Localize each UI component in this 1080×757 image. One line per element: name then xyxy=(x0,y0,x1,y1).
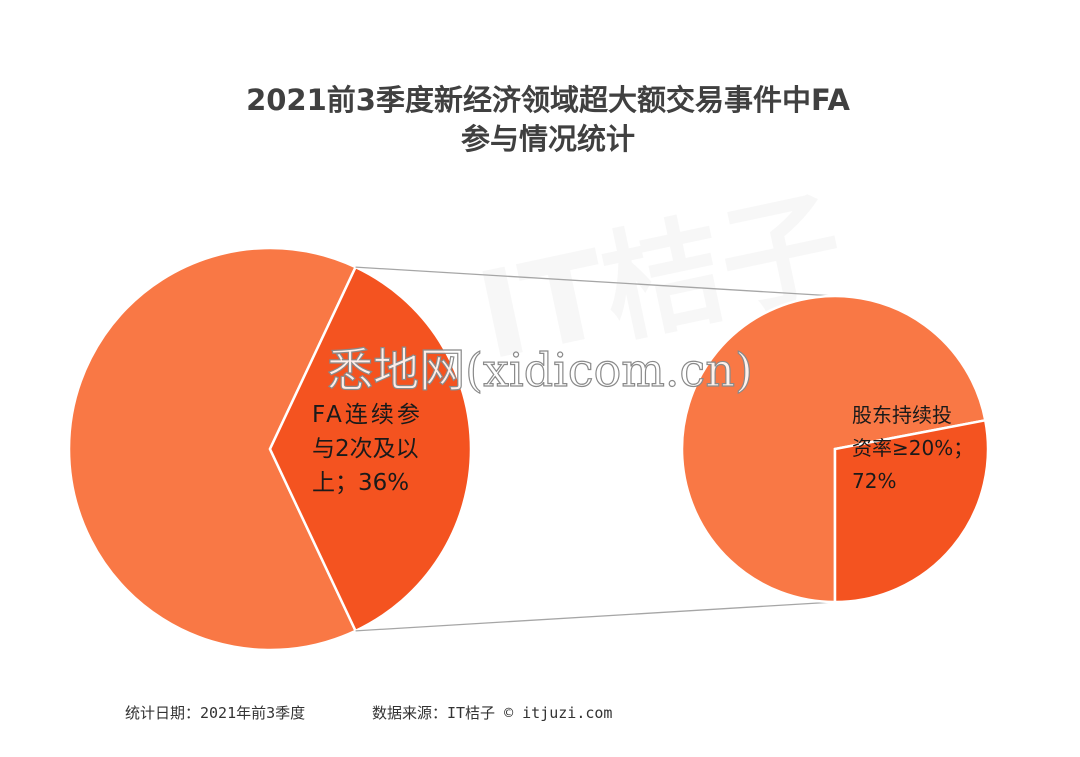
main-slice-label: FA连续参 与2次及以 上；36% xyxy=(312,402,423,496)
main-pie xyxy=(67,246,473,652)
main-slice-label-line-2: 与2次及以 xyxy=(312,436,419,462)
footer-source: 数据来源：IT桔子 © itjuzi.com xyxy=(372,704,612,722)
secondary-pie-slice-0 xyxy=(680,294,987,604)
secondary-slice-label: 股东持续投 资率≥20%； 72% xyxy=(852,403,973,493)
chart-title-line-1: 2021前3季度新经济领域超大额交易事件中FA xyxy=(246,83,850,117)
secondary-slice-label-line-1: 股东持续投 xyxy=(852,403,952,427)
connector-line-top xyxy=(355,266,836,297)
connector-line-bottom xyxy=(355,601,836,632)
main-pie-slice-0 xyxy=(67,246,358,652)
footer-date: 统计日期：2021年前3季度 xyxy=(125,704,305,722)
connector-lines xyxy=(355,266,836,632)
secondary-pie-slice-1 xyxy=(833,418,990,604)
main-slice-label-line-3: 上；36% xyxy=(312,470,409,496)
secondary-pie xyxy=(680,294,990,604)
secondary-slice-label-line-3: 72% xyxy=(852,469,896,493)
chart-title-line-2: 参与情况统计 xyxy=(461,122,635,156)
main-pie-slice-1 xyxy=(268,265,473,633)
main-slice-label-line-1: FA连续参 xyxy=(312,402,423,428)
secondary-slice-label-line-2: 资率≥20%； xyxy=(852,436,973,460)
text-watermark: 悉地网(xidicom.cn) xyxy=(327,343,753,397)
